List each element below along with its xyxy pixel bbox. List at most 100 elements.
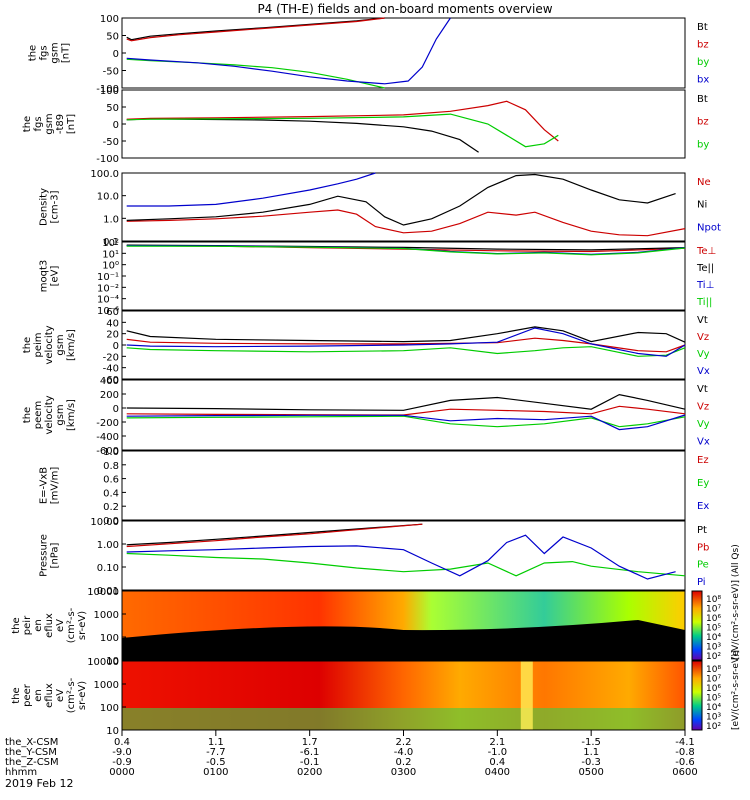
panel-frame (121, 89, 686, 159)
y-tick-label: 50 (106, 32, 119, 43)
series-line-Ti|| (126, 245, 686, 256)
legend-entry: by (697, 57, 709, 68)
y-tick-label: -60 (103, 375, 119, 386)
legend-entry: Vt (697, 315, 708, 326)
y-tick-label: 0.2 (103, 502, 119, 513)
y-tick-label: 10.00 (90, 517, 119, 528)
y-axis-label: the (22, 407, 33, 423)
ephemeris-value: 0.4 (489, 757, 505, 768)
y-axis-label: gsm (55, 334, 66, 355)
legend-entry: Bt (697, 22, 708, 33)
y-tick-label: 10² (102, 238, 119, 249)
y-axis-label: the (11, 617, 22, 633)
colorbar-tick-label: 10⁶ (706, 614, 721, 624)
ephemeris-value: -4.0 (394, 747, 414, 758)
series-line-bz (126, 100, 559, 142)
colorbar-tick-label: 10³ (706, 713, 721, 723)
y-tick-label: 10 (106, 656, 119, 667)
colorbar-tick-label: 10⁵ (706, 694, 721, 704)
ephemeris-value: 0100 (203, 767, 228, 778)
y-tick-label: 200 (100, 390, 119, 401)
y-tick-label: 10⁻¹ (97, 272, 119, 283)
series-line-Pe (126, 552, 686, 577)
y-tick-label: 10.0 (97, 192, 119, 203)
y-tick-label: -50 (103, 137, 119, 148)
y-tick-label: 0.1 (103, 237, 119, 248)
series-line-bz (126, 17, 385, 42)
y-tick-label: 0.0 (103, 516, 119, 527)
ephemeris-value: 0000 (109, 767, 134, 778)
y-axis-label: Pressure (39, 534, 50, 577)
y-tick-label: 10000 (87, 587, 119, 598)
y-axis-label: fgs (39, 45, 50, 60)
legend-entry: Pe (697, 560, 709, 571)
panel-frame (121, 172, 686, 242)
y-axis-label: [km/s] (66, 399, 77, 431)
ephemeris-row-label: the_X-CSM (5, 737, 58, 748)
panel-fgs-gsm: 100 50 0 -50 -100 the fgs gsm [nT] Bt bz by bx (28, 14, 710, 95)
legend-entry: Vy (697, 419, 710, 430)
y-axis-label: gsm (44, 113, 55, 134)
panel-frame (121, 241, 686, 311)
y-tick-label: -50 (103, 67, 119, 78)
ephemeris-row-label: hhmm (5, 767, 37, 778)
panel-frame (121, 590, 686, 661)
legend-entry: Pi (697, 577, 706, 588)
y-tick-label: 10000 (87, 657, 119, 668)
ephemeris-value: -1.0 (488, 747, 508, 758)
series-line-by (126, 113, 559, 148)
y-axis-label: peer (22, 683, 33, 707)
y-tick-label: 1.0 (103, 214, 119, 225)
y-tick-label: 0.10 (97, 563, 119, 574)
panel-density: 100.0 10.0 1.0 0.1 Density [cm-3] Ne Ni Npot (39, 169, 721, 248)
ephemeris-value: -1.5 (581, 737, 601, 748)
legend-entry: Vx (697, 366, 710, 377)
y-tick-label: 0 (113, 49, 119, 60)
y-tick-label: 1.0 (103, 447, 119, 458)
y-tick-label: 60 (106, 307, 119, 318)
y-axis-label: -t89 (55, 114, 66, 134)
colorbar-tick-label: 10⁴ (706, 633, 721, 643)
series-line-Pt (126, 523, 423, 546)
y-tick-label: 0.6 (103, 475, 119, 486)
ephemeris-value: -4.1 (675, 737, 695, 748)
legend-entry: by (697, 139, 709, 150)
y-tick-label: 10⁰ (102, 261, 119, 272)
date-label: 2019 Feb 12 (5, 777, 73, 790)
y-axis-label: [km/s] (66, 329, 77, 361)
legend-entry: Te⊥ (696, 246, 716, 257)
y-tick-label: 50 (106, 103, 119, 114)
panel-frame (121, 450, 686, 521)
ephemeris-value: -0.1 (300, 757, 320, 768)
colorbar-tick-label: 10⁸ (706, 595, 721, 605)
y-axis-label: [mV/m] (50, 467, 61, 505)
y-tick-label: 1000 (94, 610, 119, 621)
ephemeris-value: -6.1 (300, 747, 320, 758)
legend-entry: Vz (697, 332, 709, 343)
ephemeris-row-label: the_Z-CSM (5, 757, 59, 768)
legend-entry: Vx (697, 437, 710, 448)
spectrogram-spike (520, 661, 533, 730)
ephemeris-value: 0500 (578, 767, 603, 778)
series-line-Vx (126, 327, 686, 357)
series-line-Npot (126, 172, 376, 207)
colorbar (691, 590, 703, 661)
legend-entry: Ex (697, 501, 709, 512)
y-axis-label: velocity (44, 325, 55, 364)
legend-entry: Ey (697, 478, 709, 489)
series-line-Vy (126, 346, 686, 357)
y-tick-label: 100.0 (90, 169, 119, 180)
y-axis-label: the (11, 687, 22, 703)
y-axis-label: en (33, 689, 44, 702)
colorbar-label: [eV/(cm²-s-sr-eV)] (731, 650, 741, 730)
ephemeris-value: -0.8 (675, 747, 695, 758)
plot-title: P4 (TH-E) fields and on-board moments ov… (257, 2, 552, 16)
panel-frame (121, 520, 686, 591)
colorbar-tick-label: 10⁵ (706, 624, 721, 634)
series-line-Vt (126, 326, 686, 343)
colorbar-tick-label: 10⁷ (706, 675, 721, 685)
y-axis-label: sr-eV) (77, 681, 88, 710)
series-line-Vt (126, 393, 686, 411)
